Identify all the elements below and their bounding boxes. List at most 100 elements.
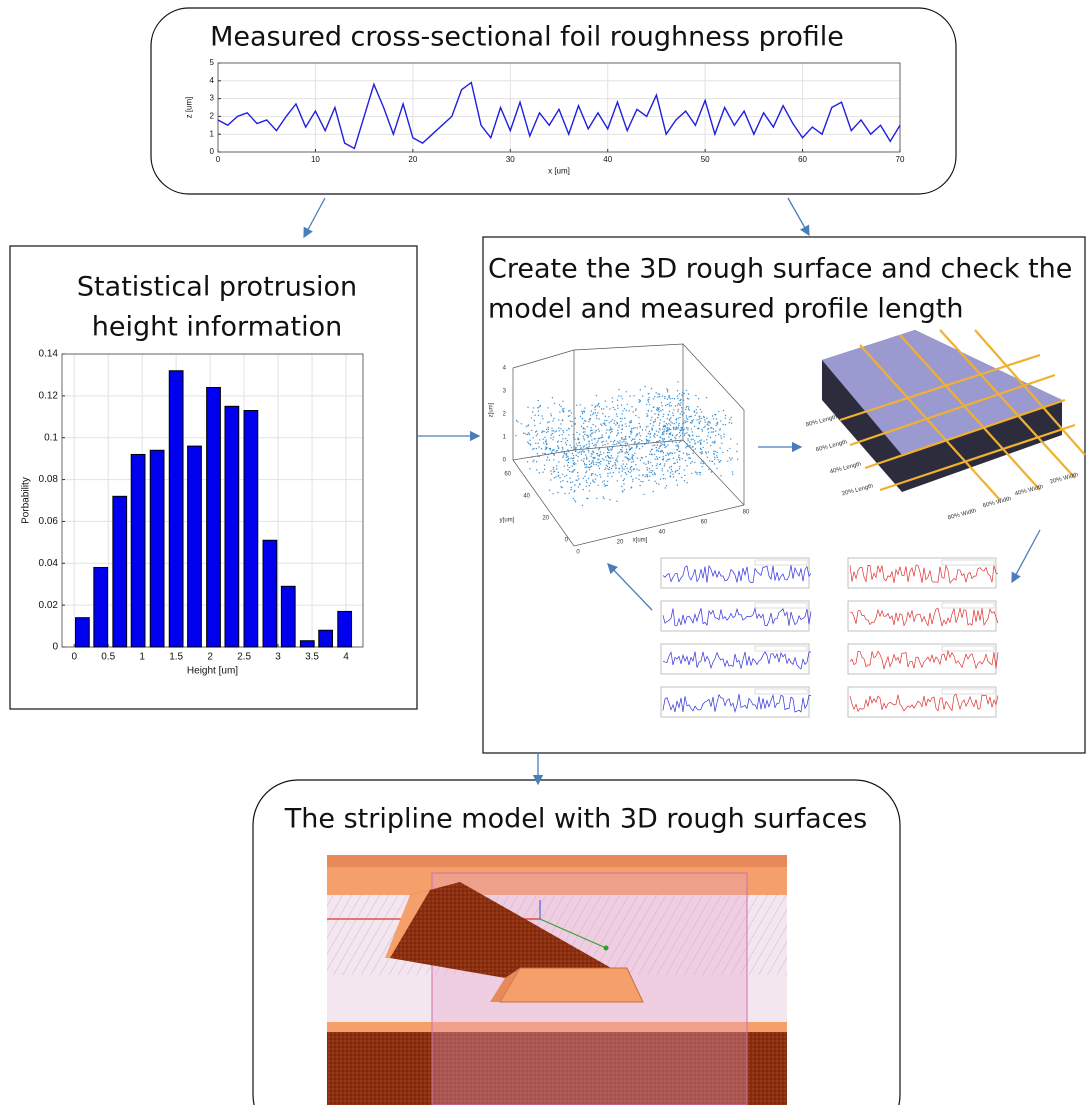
scatter-dot xyxy=(611,431,612,432)
scatter-dot xyxy=(557,476,558,477)
scatter-dot xyxy=(710,427,711,428)
scatter-dot xyxy=(625,456,626,457)
scatter-dot xyxy=(626,452,627,453)
scatter-dot xyxy=(529,468,530,469)
scatter-dot xyxy=(663,426,664,427)
scatter-dot xyxy=(684,393,685,394)
scatter-dot xyxy=(602,434,603,435)
scatter-dot xyxy=(681,458,682,459)
thumbnail-legend xyxy=(755,560,807,565)
scatter-dot xyxy=(574,446,575,447)
scatter-dot xyxy=(562,448,563,449)
bar xyxy=(113,496,127,647)
scatter-dot xyxy=(543,431,544,432)
scatter-dot xyxy=(578,486,579,487)
scatter-dot xyxy=(568,462,569,463)
scatter-dot xyxy=(681,477,682,478)
scatter-dot xyxy=(624,452,625,453)
scatter-dot xyxy=(641,443,642,444)
scatter-dot xyxy=(677,390,678,391)
scatter-dot xyxy=(605,456,606,457)
scatter-dot xyxy=(659,428,660,429)
scatter-dot xyxy=(554,471,555,472)
scatter-dot xyxy=(647,469,648,470)
scatter-dot xyxy=(653,442,654,443)
scatter-dot xyxy=(614,444,615,445)
scatter-dot xyxy=(564,476,565,477)
scatter-dot xyxy=(573,434,574,435)
scatter-dot xyxy=(553,430,554,431)
scatter-dot xyxy=(701,418,702,419)
scatter-dot xyxy=(676,422,677,423)
scatter-dot xyxy=(606,440,607,441)
y-tick-label: 0.08 xyxy=(39,474,59,485)
scatter-dot xyxy=(538,415,539,416)
scatter-dot xyxy=(643,494,644,495)
scatter-dot xyxy=(607,455,608,456)
scatter-dot xyxy=(696,409,697,410)
scatter-dot xyxy=(660,419,661,420)
scatter-dot xyxy=(695,395,696,396)
scatter-dot xyxy=(596,418,597,419)
scatter-dot xyxy=(699,416,700,417)
scatter-dot xyxy=(642,395,643,396)
scatter-dot xyxy=(604,486,605,487)
scatter-dot xyxy=(606,406,607,407)
scatter-dot xyxy=(610,426,611,427)
scatter-dot xyxy=(660,443,661,444)
scatter-dot xyxy=(567,440,568,441)
scatter-dot xyxy=(613,407,614,408)
scatter-dot xyxy=(652,474,653,475)
scatter-dot xyxy=(685,422,686,423)
scatter-dot xyxy=(589,464,590,465)
scatter-dot xyxy=(681,407,682,408)
scatter-dot xyxy=(676,442,677,443)
scatter-dot xyxy=(622,451,623,452)
scatter-dot xyxy=(696,472,697,473)
scatter-dot xyxy=(622,460,623,461)
scatter-dot xyxy=(688,393,689,394)
scatter-dot xyxy=(718,411,719,412)
scatter-dot xyxy=(648,399,649,400)
scatter-dot xyxy=(637,457,638,458)
scatter-dot xyxy=(597,475,598,476)
scatter-dot xyxy=(533,448,534,449)
scatter-dot xyxy=(651,472,652,473)
scatter-dot xyxy=(530,440,531,441)
scatter-dot xyxy=(623,468,624,469)
scatter-dot xyxy=(676,449,677,450)
y-tick-label: 0.06 xyxy=(39,516,59,527)
scatter-dot xyxy=(700,421,701,422)
scatter-dot xyxy=(614,420,615,421)
scatter-dot xyxy=(594,438,595,439)
scatter-dot xyxy=(599,431,600,432)
scatter-dot xyxy=(680,405,681,406)
scatter-dot xyxy=(613,444,614,445)
scatter-dot xyxy=(587,498,588,499)
scatter-dot xyxy=(627,404,628,405)
scatter-dot xyxy=(558,419,559,420)
scatter-dot xyxy=(624,408,625,409)
scatter-dot xyxy=(576,447,577,448)
scatter-dot xyxy=(666,428,667,429)
scatter-dot xyxy=(680,413,681,414)
scatter-dot xyxy=(635,435,636,436)
stripline-model xyxy=(327,855,787,1105)
scatter-dot xyxy=(649,397,650,398)
scatter-dot xyxy=(660,451,661,452)
scatter-dot xyxy=(694,440,695,441)
scatter-dot xyxy=(700,444,701,445)
scatter-dot xyxy=(653,398,654,399)
scatter-dot xyxy=(664,421,665,422)
scatter-dot xyxy=(710,445,711,446)
scatter-dot xyxy=(656,409,657,410)
scatter-dot xyxy=(719,447,720,448)
scatter-dot xyxy=(625,436,626,437)
scatter-dot xyxy=(667,418,668,419)
right-title: model and measured profile length xyxy=(488,294,963,325)
scatter-dot xyxy=(703,416,704,417)
scatter-dot xyxy=(613,441,614,442)
scatter-dot xyxy=(609,499,610,500)
scatter-dot xyxy=(567,459,568,460)
scatter-dot xyxy=(684,429,685,430)
